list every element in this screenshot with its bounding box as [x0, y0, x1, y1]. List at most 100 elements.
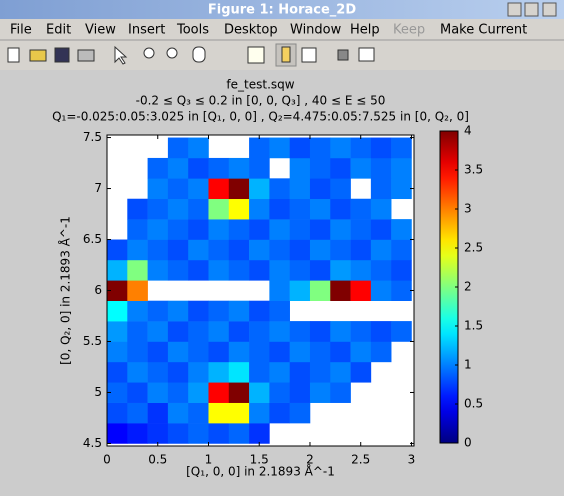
heatmap-cell: [391, 137, 412, 159]
y-tick-label: 7: [94, 181, 102, 195]
heatmap-cell: [249, 382, 270, 403]
heatmap-cell: [167, 361, 189, 383]
heatmap-cell: [147, 239, 169, 261]
heatmap-cell: [107, 402, 128, 424]
menu-item[interactable]: File: [10, 23, 32, 38]
colorbar-tick-label: 3.5: [464, 163, 483, 177]
menu-item[interactable]: Window: [290, 23, 342, 38]
heatmap-cell: [249, 239, 270, 261]
y-tick-label: 6.5: [83, 232, 102, 246]
heatmap-cell: [107, 361, 128, 383]
heatmap-cell: [107, 341, 128, 363]
heatmap-cell: [208, 382, 230, 403]
x-tick-label: 0: [103, 453, 111, 467]
heatmap-cell: [127, 198, 148, 220]
heatmap-cell: [147, 423, 169, 444]
tool-zoom-out[interactable]: [166, 47, 178, 59]
heatmap-cell: [228, 423, 250, 444]
menu-item[interactable]: Desktop: [224, 23, 278, 38]
window-title: Figure 1: Horace_2D: [208, 3, 356, 18]
x-tick-label: 3: [408, 453, 416, 467]
heatmap-cell: [249, 137, 270, 159]
heatmap-cell: [107, 300, 128, 322]
tool-print[interactable]: [77, 49, 95, 62]
tool-hide[interactable]: [337, 49, 349, 61]
menu-item[interactable]: Tools: [176, 23, 209, 38]
heatmap-cell: [350, 198, 372, 220]
heatmap-cell: [330, 198, 351, 220]
chart-title: Q₁=-0.025:0.05:3.025 in [Q₁, 0, 0] , Q₂=…: [52, 110, 469, 124]
heatmap-cell: [208, 198, 230, 220]
menu-item[interactable]: Insert: [128, 23, 165, 38]
heatmap-cell: [147, 321, 169, 342]
heatmap-cell: [370, 219, 392, 240]
heatmap-cell: [370, 137, 392, 159]
tool-save[interactable]: [54, 47, 70, 63]
heatmap-cell: [289, 178, 311, 200]
menu-item[interactable]: View: [85, 23, 116, 38]
heatmap-cell: [228, 239, 250, 261]
heatmap-cell: [269, 137, 290, 159]
heatmap-cell: [188, 300, 209, 322]
menu-item[interactable]: Make Current: [440, 23, 527, 38]
heatmap-cell: [188, 198, 209, 220]
minimize-button[interactable]: [507, 2, 522, 17]
tool-pan[interactable]: [192, 46, 206, 63]
heatmap-cell: [289, 239, 311, 261]
tool-legend[interactable]: [301, 47, 317, 63]
heatmap-cell: [289, 382, 311, 403]
heatmap-cell: [370, 178, 392, 200]
tool-datacursor[interactable]: [247, 46, 265, 64]
heatmap-cell: [228, 198, 250, 220]
tool-show[interactable]: [358, 47, 375, 62]
heatmap-cell: [127, 300, 148, 322]
heatmap-cell: [167, 219, 189, 240]
heatmap-cell: [167, 300, 189, 322]
heatmap-cell: [330, 280, 351, 301]
heatmap-cell: [208, 423, 230, 444]
tool-new[interactable]: [7, 47, 20, 63]
maximize-button[interactable]: [524, 2, 539, 17]
heatmap-cell: [167, 321, 189, 342]
heatmap-cell: [330, 361, 351, 383]
tool-pointer[interactable]: [114, 45, 128, 65]
heatmap-cell: [147, 382, 169, 403]
heatmap-cell: [249, 300, 270, 322]
heatmap-cell: [107, 280, 128, 301]
y-tick-label: 7.5: [83, 130, 102, 144]
heatmap-cell: [208, 341, 230, 363]
tool-open[interactable]: [29, 49, 47, 62]
heatmap-cell: [188, 239, 209, 261]
heatmap-cell: [309, 137, 331, 159]
menu-item[interactable]: Edit: [46, 23, 71, 38]
window-buttons[interactable]: [507, 2, 557, 17]
heatmap-cell: [208, 361, 230, 383]
colorbar-tick-label: 2.5: [464, 241, 483, 255]
heatmap-cell: [370, 239, 392, 261]
heatmap-cell: [309, 382, 331, 403]
y-tick-label: 4.5: [83, 436, 102, 450]
heatmap-cell: [167, 137, 189, 159]
heatmap-cell: [188, 341, 209, 363]
toolbar: [7, 43, 375, 67]
heatmap-cell: [289, 157, 311, 179]
heatmap-cell: [269, 219, 290, 240]
heatmap-cell: [370, 341, 392, 363]
heatmap-cell: [391, 178, 412, 200]
heatmap-cell: [289, 321, 311, 342]
colorbar-tick-label: 2: [464, 280, 472, 294]
close-button[interactable]: [542, 2, 557, 17]
heatmap-cell: [249, 402, 270, 424]
heatmap-cell: [188, 178, 209, 200]
tool-zoom-in[interactable]: [143, 47, 155, 59]
heatmap-cell: [350, 321, 372, 342]
heatmap-cell: [370, 157, 392, 179]
menu-item[interactable]: Help: [350, 23, 380, 38]
heatmap-cell: [330, 321, 351, 342]
heatmap-cell: [309, 219, 331, 240]
heatmap-cell: [167, 157, 189, 179]
x-tick-label: 0.5: [148, 453, 167, 467]
heatmap-cell: [309, 280, 331, 301]
heatmap-cell: [188, 382, 209, 403]
heatmap-cell: [350, 361, 372, 383]
